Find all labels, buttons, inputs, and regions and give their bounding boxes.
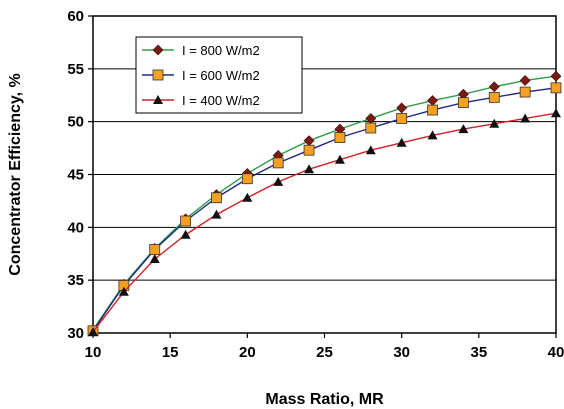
series-layer [87,70,562,337]
series-line [92,112,557,333]
x-tick-label: 35 [470,344,487,361]
data-point [149,244,161,255]
axis-ticks: 30 35 40 45 50 55 60 10 15 20 25 30 35 40 [67,8,564,361]
data-point [396,102,408,114]
series-line [92,75,557,331]
data-point [242,192,253,202]
x-tick-label: 20 [239,344,256,361]
data-point [488,91,500,103]
legend-marker [152,44,164,56]
data-point [334,132,346,143]
x-tick-label: 40 [548,344,564,361]
legend-label: I = 600 W/m2 [182,68,260,83]
data-point [427,130,438,140]
legend-label: I = 800 W/m2 [182,43,260,58]
y-tick-label: 50 [67,114,84,131]
data-point [396,113,408,124]
legend-marker [152,69,164,81]
data-point [457,97,469,109]
x-tick-label: 15 [162,344,179,361]
data-point [241,173,253,185]
data-point [334,154,345,164]
legend: I = 800 W/m2 I = 600 W/m2 I = 400 W/m2 [135,36,303,114]
data-point [519,86,531,98]
data-point [551,108,561,118]
data-point [304,164,315,174]
data-point [211,192,222,204]
x-tick-label: 25 [316,344,333,361]
data-point [88,326,98,336]
data-point [427,104,438,116]
legend-label: I = 400 W/m2 [182,93,260,108]
data-point [303,144,315,156]
y-axis-title: Concentrator Efficiency, % [7,73,24,275]
y-tick-label: 60 [67,8,84,25]
series-line [92,87,557,332]
data-point [365,122,377,134]
data-point [489,118,500,128]
data-point [272,157,284,169]
y-tick-label: 55 [67,61,84,78]
legend-marker [153,95,163,104]
data-point [149,254,160,264]
data-point [520,113,531,123]
data-point [273,176,284,186]
data-point [488,81,500,93]
data-point [550,70,562,82]
data-point [365,145,376,155]
data-point [458,124,469,134]
data-point [550,82,562,94]
data-point [180,229,191,239]
x-axis-title: Mass Ratio, MR [265,391,384,408]
data-point [180,215,192,227]
y-tick-label: 40 [67,219,84,236]
y-tick-label: 45 [67,167,84,184]
series-group [87,82,562,337]
y-tick-label: 35 [67,272,84,289]
data-point [396,137,407,147]
data-point [519,75,531,86]
y-tick-label: 30 [67,325,84,342]
gridlines [93,68,556,281]
x-tick-label: 10 [85,344,102,361]
data-point [211,209,222,219]
series-group [88,108,561,336]
data-point [118,286,129,296]
x-tick-label: 30 [393,344,410,361]
